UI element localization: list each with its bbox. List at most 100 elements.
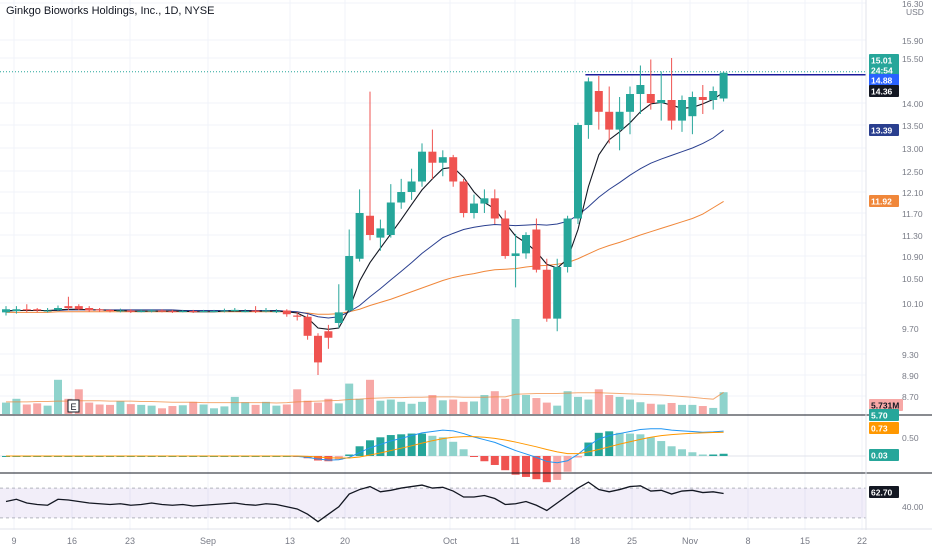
candle-body (272, 311, 281, 313)
histogram-tag: 0.03 (871, 451, 888, 461)
date-tick: 18 (570, 536, 580, 546)
volume-bar (324, 398, 333, 414)
volume-bar (355, 398, 364, 414)
volume-bar (449, 399, 458, 414)
chart-title: Ginkgo Bioworks Holdings, Inc., 1D, NYSE (6, 5, 215, 17)
volume-bar (657, 404, 666, 414)
candle-body (667, 100, 676, 121)
sma-slow-line (6, 201, 724, 315)
rsi-tick: 40.00 (902, 502, 924, 512)
candle-body (178, 311, 187, 313)
grid (0, 0, 866, 530)
rsi-tag: 62.70 (871, 488, 893, 498)
volume-bar (719, 392, 728, 414)
ema-fast-line (5, 91, 724, 330)
macd-histogram-bar (459, 449, 468, 456)
earnings-marker-label: E (70, 402, 76, 412)
volume-bar (542, 402, 551, 414)
date-tick: 22 (857, 536, 867, 546)
price-pane[interactable] (0, 58, 866, 375)
last-price-tag: 15.01 (871, 56, 893, 66)
volume-bar (158, 408, 166, 414)
macd-histogram-bar (345, 454, 354, 456)
volume-bar (366, 379, 374, 414)
candle-body (428, 151, 437, 163)
volume-bar (532, 398, 541, 414)
macd-histogram-bar (438, 437, 447, 456)
volume-bar (470, 401, 478, 414)
candle-body (459, 181, 468, 213)
date-tick: 8 (745, 536, 750, 546)
volume-bar (178, 405, 187, 414)
macd-histogram-bar (698, 454, 707, 456)
histogram-tag-bg (869, 449, 899, 461)
macd-histogram-bar (407, 433, 416, 456)
macd-histogram-bar (553, 456, 562, 480)
volume-bar (314, 402, 322, 414)
price-tick: 8.90 (902, 371, 919, 381)
candle-body (147, 310, 156, 312)
candle-body (74, 306, 83, 310)
date-tick: Nov (682, 536, 699, 546)
price-tick: 11.70 (902, 209, 923, 219)
sma-mid-tag-bg (869, 124, 899, 136)
currency-label: USD (906, 7, 924, 17)
candle-body (33, 309, 42, 311)
candle-body (22, 309, 31, 311)
earnings-marker (67, 399, 80, 413)
volume-bar (511, 319, 520, 414)
date-tick: 13 (285, 536, 295, 546)
candle-body (366, 215, 374, 235)
volume-bar (438, 400, 447, 414)
date-tick: Oct (443, 536, 458, 546)
volume-bar (678, 404, 686, 414)
price-tags: DNA15.0124:5414.8814.3613.3911.925.731M5… (869, 54, 903, 498)
volume-bar (12, 398, 21, 414)
candle-body (719, 72, 728, 99)
candle-body (594, 91, 603, 112)
macd-histogram-bar (490, 456, 499, 465)
candle-body (678, 100, 686, 121)
candle-body (605, 111, 614, 130)
candle-body (43, 310, 52, 312)
macd-histogram-bar (324, 456, 333, 462)
volume-bar (241, 402, 250, 414)
candle-body (376, 228, 385, 238)
macd-pane[interactable] (0, 428, 866, 483)
volume-bar (459, 401, 468, 414)
candle-body (688, 97, 697, 117)
date-tick: 15 (800, 536, 810, 546)
volume-bar (126, 404, 135, 414)
macd-histogram-bar (709, 454, 718, 456)
macd-histogram-bar (636, 434, 645, 456)
price-tick: 9.70 (902, 324, 919, 334)
volume-bar (168, 406, 177, 414)
macd-tick: 0.50 (902, 433, 919, 443)
volume-bar (272, 405, 281, 414)
volume-bar (33, 403, 42, 414)
sma-slow-tag-bg (869, 195, 899, 207)
macd-histogram-bar (584, 442, 593, 456)
macd-histogram-bar (501, 456, 510, 471)
volume-bar (636, 402, 645, 414)
date-tick: 23 (125, 536, 135, 546)
candle-body (324, 331, 333, 338)
price-tick: 13.00 (902, 144, 924, 154)
date-tick: 11 (510, 536, 519, 546)
sma-mid-line (6, 129, 724, 319)
candle-body (334, 312, 343, 323)
volume-pane: E (2, 319, 728, 414)
date-tick: 25 (627, 536, 637, 546)
volume-bar (303, 400, 312, 414)
candle-body (158, 310, 166, 312)
price-tick: 15.50 (902, 54, 924, 64)
volume-bar (95, 404, 104, 414)
volume-bar (43, 405, 52, 414)
volume-bar (189, 401, 198, 414)
date-tick: 16 (67, 536, 77, 546)
rsi-pane[interactable] (0, 481, 866, 523)
volume-bar (407, 403, 416, 414)
candle-body (210, 311, 218, 313)
